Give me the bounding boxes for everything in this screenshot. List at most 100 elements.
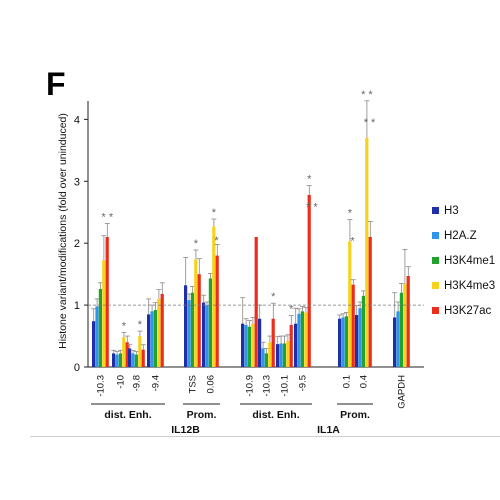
bar <box>102 260 106 367</box>
bar <box>247 326 251 367</box>
bar <box>95 306 99 367</box>
group-label: dist. Enh. <box>104 409 151 421</box>
bar <box>286 341 290 367</box>
bar <box>396 311 400 367</box>
bar <box>212 226 216 367</box>
bar <box>268 342 272 367</box>
significance-mark: * <box>212 207 217 219</box>
bar <box>157 298 161 367</box>
bar <box>300 311 304 367</box>
bar <box>338 318 342 367</box>
legend-swatch-h3k27ac <box>432 307 439 314</box>
legend-label-h2az: H2A.Z <box>444 229 477 242</box>
legend-label-h3k4me1: H3K4me1 <box>444 254 496 267</box>
group-label: Prom. <box>340 409 370 421</box>
significance-mark: * <box>271 291 276 303</box>
panel-label: F <box>46 66 66 102</box>
legend-swatch-h3k4me3 <box>432 282 439 289</box>
legend-label-h3k27ac: H3K27ac <box>444 304 492 317</box>
bar <box>341 317 345 367</box>
significance-mark: * <box>138 319 143 331</box>
bar <box>368 237 372 367</box>
significance-mark: * <box>122 320 127 332</box>
bar <box>241 323 245 367</box>
bottom-divider <box>30 436 500 437</box>
bar <box>153 310 157 367</box>
bar <box>131 353 135 367</box>
bar <box>115 354 119 367</box>
bar <box>105 237 109 367</box>
bar <box>98 289 102 367</box>
y-axis-label: Histone variant/modifications (fold over… <box>57 113 69 349</box>
legend-item-h3k4me3: H3K4me3 <box>432 277 495 294</box>
bar <box>304 312 308 367</box>
bar <box>190 292 194 367</box>
gene-label: IL1A <box>317 424 340 436</box>
bar <box>271 318 275 367</box>
bar <box>138 336 142 367</box>
category-label: -9.4 <box>151 375 162 391</box>
bar <box>403 283 407 367</box>
legend: H3 H2A.Z H3K4me1 H3K4me3 H3K27ac <box>432 202 495 327</box>
legend-item-h3k4me1: H3K4me1 <box>432 252 495 269</box>
bar <box>294 323 298 367</box>
bar <box>264 353 268 367</box>
category-label: -10.3 <box>262 375 273 397</box>
bar <box>134 354 138 367</box>
y-tick-label: 4 <box>74 114 80 126</box>
y-tick-label: 1 <box>74 300 80 312</box>
bar <box>282 343 286 367</box>
bar <box>258 318 262 367</box>
significance-mark: * * <box>364 117 376 129</box>
bar <box>208 278 212 367</box>
category-label: -10 <box>116 375 127 389</box>
bar <box>393 317 397 367</box>
bar <box>361 295 365 367</box>
significance-mark: * * <box>306 202 318 214</box>
y-tick-label: 2 <box>74 238 80 250</box>
bar <box>150 311 154 367</box>
bar <box>197 274 201 367</box>
category-label: GAPDH <box>397 375 408 409</box>
bar <box>194 259 198 367</box>
bar <box>344 316 348 367</box>
gene-label: IL12B <box>171 424 200 436</box>
bar <box>261 348 265 367</box>
bar <box>141 349 145 367</box>
category-label: -10.3 <box>96 375 107 397</box>
bar <box>251 323 255 367</box>
bar <box>128 348 132 367</box>
bar <box>205 305 209 367</box>
bar <box>118 353 122 367</box>
legend-item-h3: H3 <box>432 202 495 219</box>
bar <box>406 276 410 367</box>
bar <box>355 315 359 367</box>
legend-swatch-h2az <box>432 232 439 239</box>
bar <box>215 255 219 367</box>
bar <box>187 300 191 367</box>
category-label: 0.4 <box>359 375 370 388</box>
bar <box>147 314 151 367</box>
bar <box>244 324 248 367</box>
category-label: -9.5 <box>298 375 309 391</box>
bar <box>254 237 258 367</box>
significance-mark: * * <box>361 89 373 101</box>
category-label: 0.1 <box>342 375 353 388</box>
group-label: dist. Enh. <box>252 409 299 421</box>
legend-label-h3: H3 <box>444 204 459 217</box>
bar <box>160 293 164 367</box>
category-label: -10.1 <box>280 375 291 397</box>
bar <box>297 313 301 367</box>
legend-item-h3k27ac: H3K27ac <box>432 302 495 319</box>
significance-mark: * * <box>101 211 113 223</box>
bar <box>112 353 116 367</box>
legend-swatch-h3k4me1 <box>432 257 439 264</box>
significance-mark: * <box>214 235 219 247</box>
bar <box>399 292 403 367</box>
bar <box>289 324 293 367</box>
bar <box>279 343 283 367</box>
bar <box>122 337 126 367</box>
category-label: -9.8 <box>132 375 143 391</box>
bar <box>358 308 362 367</box>
